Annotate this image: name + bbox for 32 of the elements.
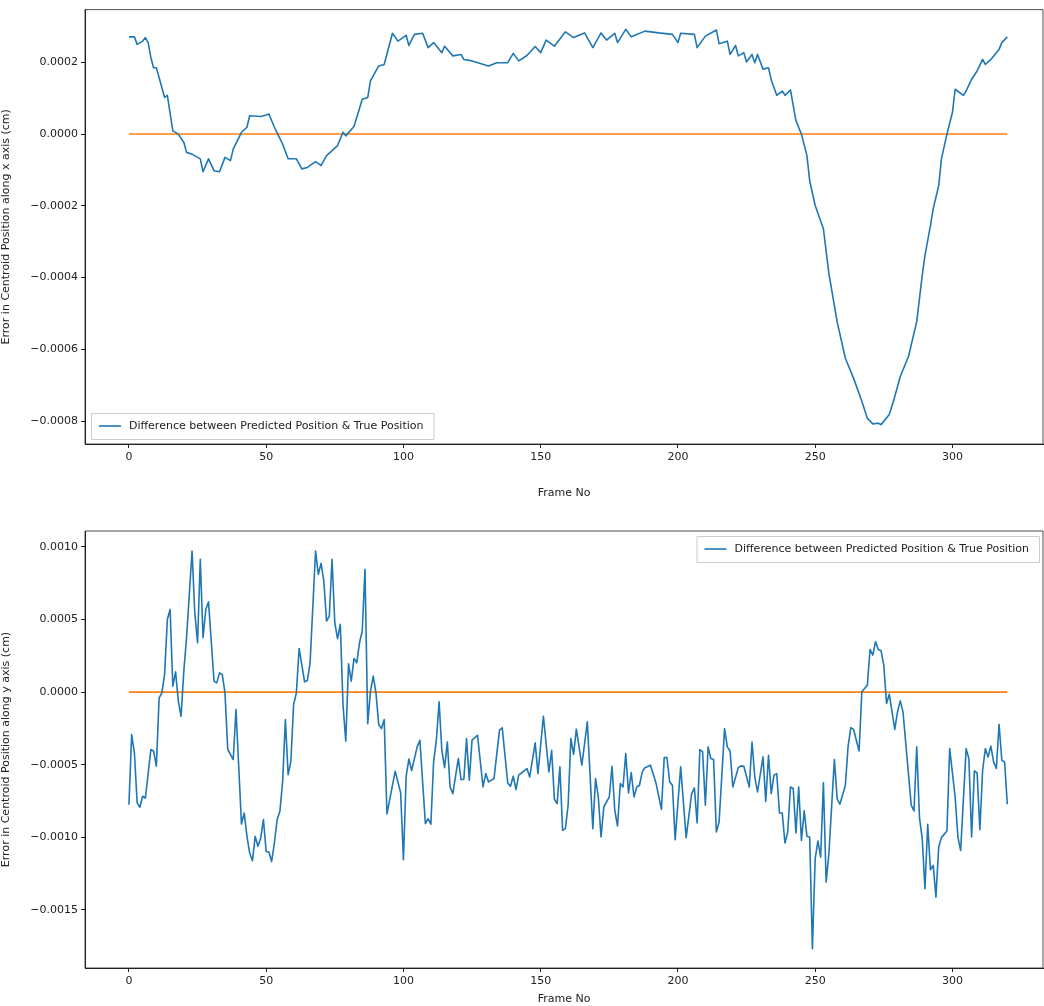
y-tick-label: −0.0005 <box>30 757 78 771</box>
y-tick-label: 0.0010 <box>39 539 78 553</box>
y-tick-label: −0.0015 <box>30 902 78 916</box>
x-tick-label: 200 <box>667 450 689 464</box>
x-tick-label: 150 <box>530 974 552 988</box>
y-tick-label: 0.0000 <box>39 685 78 699</box>
x-tick-label: 250 <box>804 450 826 464</box>
y-tick-label: 0.0005 <box>39 612 78 626</box>
x-tick-label: 150 <box>530 450 552 464</box>
x-tick-label: 50 <box>259 974 274 988</box>
y-axis-title: Error in Centroid Position along y axis (cm) <box>0 631 13 868</box>
x-tick-label: 50 <box>259 450 274 464</box>
x-axis-title: Frame No <box>537 992 591 1006</box>
legend-label: Difference between Predicted Position & True Position <box>734 541 1030 555</box>
x-tick-label: 200 <box>667 974 689 988</box>
x-tick-label: 250 <box>804 974 826 988</box>
x-tick-label: 300 <box>941 450 963 464</box>
y-tick-label: 0.0000 <box>39 126 78 140</box>
y-axis-title: Error in Centroid Position along x axis (cm) <box>0 109 13 345</box>
legend-label: Difference between Predicted Position & True Position <box>129 418 424 432</box>
x-tick-label: 100 <box>392 450 414 464</box>
x-tick-label: 0 <box>125 974 133 988</box>
x-tick-label: 300 <box>941 974 963 988</box>
x-tick-label: 100 <box>392 974 414 988</box>
y-tick-label: −0.0004 <box>30 270 78 284</box>
x-axis-title: Frame No <box>537 486 591 500</box>
x-tick-label: 0 <box>125 450 133 464</box>
y-tick-label: 0.0002 <box>39 55 78 69</box>
y-tick-label: −0.0006 <box>30 342 78 356</box>
y-tick-label: −0.0010 <box>30 830 78 844</box>
y-tick-label: −0.0008 <box>30 413 78 427</box>
y-tick-label: −0.0002 <box>30 198 78 212</box>
